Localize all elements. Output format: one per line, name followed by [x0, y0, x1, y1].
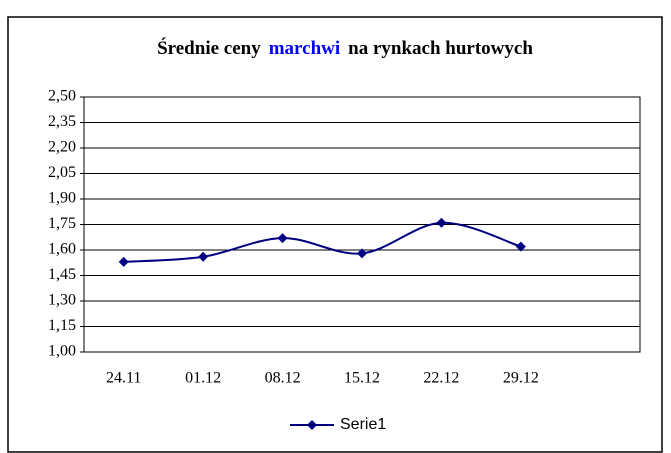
x-tick-label: 24.11	[106, 370, 141, 387]
y-tick-label: 2,05	[48, 164, 76, 181]
title-part: Średnie ceny	[157, 37, 261, 59]
data-point	[277, 233, 288, 244]
y-tick-label: 1,90	[48, 190, 76, 207]
title-part: na rynkach hurtowych	[348, 38, 533, 59]
y-tick-label: 1,15	[48, 317, 76, 334]
y-tick-label: 1,75	[48, 215, 76, 232]
y-tick-label: 2,50	[48, 88, 76, 105]
y-tick-label: 1,45	[48, 266, 76, 283]
x-tick-label: 22.12	[423, 370, 459, 387]
y-tick-label: 1,60	[48, 241, 76, 258]
x-tick-label: 15.12	[344, 370, 380, 387]
y-tick-label: 2,20	[48, 139, 76, 156]
y-tick-label: 1,30	[48, 292, 76, 309]
data-point	[198, 251, 209, 262]
title-part: marchwi	[269, 38, 340, 59]
chart-title: Średnie ceny marchwi na rynkach hurtowych	[157, 37, 533, 59]
data-point	[515, 241, 526, 252]
y-tick-label: 2,35	[48, 113, 76, 130]
legend-marker	[307, 420, 317, 430]
data-point	[118, 256, 129, 267]
data-point	[357, 248, 367, 259]
x-tick-label: 29.12	[503, 370, 539, 387]
y-tick-label: 1,00	[48, 343, 76, 360]
x-tick-label: 01.12	[185, 370, 221, 387]
x-tick-label: 08.12	[265, 370, 301, 387]
legend-label: Serie1	[340, 416, 386, 433]
data-point	[436, 217, 447, 228]
